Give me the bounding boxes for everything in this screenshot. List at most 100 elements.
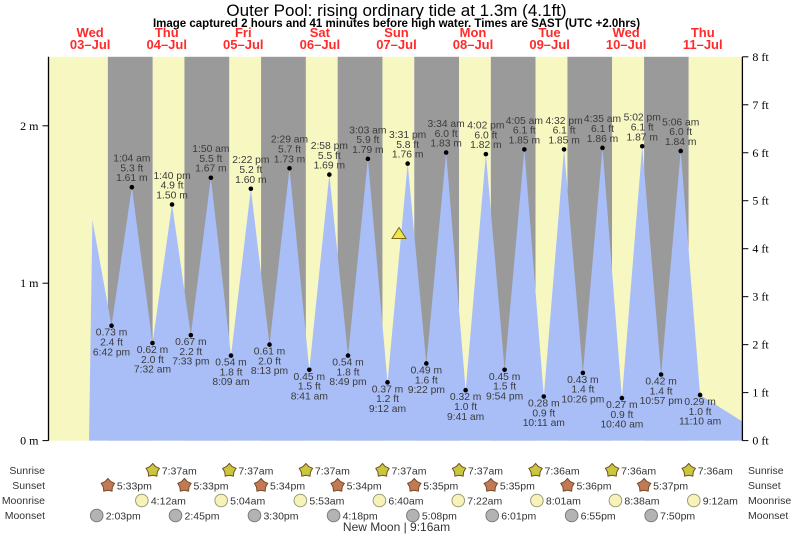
svg-text:5.3 ft: 5.3 ft [120, 163, 143, 174]
svg-text:Sunrise: Sunrise [9, 465, 45, 477]
svg-text:1.86 m: 1.86 m [587, 134, 618, 145]
svg-text:5:36pm: 5:36pm [576, 481, 611, 493]
svg-text:5.7 ft: 5.7 ft [278, 145, 301, 156]
svg-text:3:31 pm: 3:31 pm [389, 130, 426, 141]
svg-text:4:02 pm: 4:02 pm [467, 121, 504, 132]
svg-text:1.60 m: 1.60 m [235, 175, 266, 186]
svg-text:7:37am: 7:37am [238, 466, 273, 478]
svg-text:1.76 m: 1.76 m [392, 150, 423, 161]
svg-text:6.1 ft: 6.1 ft [591, 124, 614, 135]
svg-text:6 ft: 6 ft [752, 146, 769, 160]
svg-text:9:54 pm: 9:54 pm [486, 391, 523, 402]
svg-text:4:32 pm: 4:32 pm [545, 116, 582, 127]
svg-text:2:29 am: 2:29 am [271, 135, 308, 146]
svg-text:3:34 am: 3:34 am [428, 119, 465, 130]
svg-text:05–Jul: 05–Jul [223, 37, 263, 52]
svg-text:10:26 pm: 10:26 pm [561, 395, 604, 406]
svg-text:1.79 m: 1.79 m [352, 145, 383, 156]
svg-text:1.61 m: 1.61 m [116, 173, 147, 184]
svg-text:5:04am: 5:04am [230, 496, 265, 508]
svg-text:6.0 ft: 6.0 ft [435, 129, 458, 140]
svg-text:10:40 am: 10:40 am [600, 420, 643, 431]
svg-text:1:04 am: 1:04 am [113, 154, 150, 165]
svg-text:Image captured 2 hours and 41: Image captured 2 hours and 41 minutes be… [153, 18, 640, 30]
svg-text:09–Jul: 09–Jul [529, 37, 569, 52]
svg-text:8:13 pm: 8:13 pm [251, 366, 288, 377]
svg-text:10:11 am: 10:11 am [523, 418, 565, 429]
svg-text:9:41 am: 9:41 am [447, 412, 484, 423]
svg-text:1 ft: 1 ft [752, 386, 769, 400]
svg-text:03–Jul: 03–Jul [70, 37, 110, 52]
svg-text:8:41 am: 8:41 am [291, 391, 328, 402]
svg-text:Sunset: Sunset [748, 480, 781, 492]
svg-text:5.2 ft: 5.2 ft [239, 165, 262, 176]
svg-text:6:42 pm: 6:42 pm [93, 347, 130, 358]
svg-text:6.0 ft: 6.0 ft [474, 130, 497, 141]
svg-text:2:22 pm: 2:22 pm [232, 155, 269, 166]
svg-text:5:34pm: 5:34pm [347, 481, 382, 493]
svg-text:08–Jul: 08–Jul [453, 37, 493, 52]
svg-text:4:05 am: 4:05 am [506, 116, 543, 127]
svg-text:6.0 ft: 6.0 ft [669, 127, 692, 138]
svg-text:2 m: 2 m [20, 119, 39, 133]
svg-text:7:33 pm: 7:33 pm [172, 357, 209, 368]
svg-text:7:36am: 7:36am [621, 466, 656, 478]
svg-text:8:49 pm: 8:49 pm [329, 377, 366, 388]
svg-text:5:33pm: 5:33pm [117, 481, 152, 493]
svg-text:5:34pm: 5:34pm [270, 481, 305, 493]
svg-text:Sunset: Sunset [12, 480, 45, 492]
svg-text:6:40am: 6:40am [388, 496, 423, 508]
svg-text:6.1 ft: 6.1 ft [631, 122, 654, 133]
svg-text:2 ft: 2 ft [752, 338, 769, 352]
svg-text:7:37am: 7:37am [162, 466, 197, 478]
svg-text:1.84 m: 1.84 m [665, 137, 696, 148]
svg-text:4 ft: 4 ft [752, 242, 769, 256]
svg-text:5:35pm: 5:35pm [500, 481, 535, 493]
svg-text:1.73 m: 1.73 m [274, 154, 305, 165]
svg-text:5.5 ft: 5.5 ft [318, 151, 341, 162]
svg-text:6:55pm: 6:55pm [581, 511, 616, 523]
svg-text:Moonrise: Moonrise [2, 495, 45, 507]
svg-text:5.5 ft: 5.5 ft [199, 154, 222, 165]
svg-text:1.85 m: 1.85 m [509, 135, 540, 146]
svg-text:1:50 am: 1:50 am [192, 144, 229, 155]
svg-text:11–Jul: 11–Jul [683, 37, 723, 52]
svg-text:2:58 pm: 2:58 pm [311, 141, 348, 152]
svg-text:4.9 ft: 4.9 ft [161, 181, 184, 192]
svg-text:Moonset: Moonset [5, 510, 45, 522]
svg-text:5.9 ft: 5.9 ft [356, 135, 379, 146]
svg-text:7:37am: 7:37am [391, 466, 426, 478]
svg-text:5.8 ft: 5.8 ft [396, 140, 419, 151]
svg-text:11:10 am: 11:10 am [679, 417, 721, 428]
svg-text:Sunrise: Sunrise [748, 465, 784, 477]
svg-text:1 m: 1 m [20, 276, 39, 290]
svg-text:2:45pm: 2:45pm [185, 511, 220, 523]
svg-text:1:40 pm: 1:40 pm [153, 171, 190, 182]
svg-text:0 m: 0 m [20, 434, 39, 448]
svg-text:Moonset: Moonset [748, 510, 788, 522]
svg-text:7:36am: 7:36am [545, 466, 580, 478]
svg-text:1.50 m: 1.50 m [156, 191, 187, 202]
svg-text:3:03 am: 3:03 am [349, 125, 386, 136]
svg-text:7:22am: 7:22am [467, 496, 502, 508]
svg-text:1.87 m: 1.87 m [626, 132, 657, 143]
svg-text:7:37am: 7:37am [468, 466, 503, 478]
svg-text:5 ft: 5 ft [752, 194, 769, 208]
svg-text:3 ft: 3 ft [752, 290, 769, 304]
svg-text:07–Jul: 07–Jul [376, 37, 416, 52]
svg-text:4:12am: 4:12am [151, 496, 186, 508]
svg-text:7:50pm: 7:50pm [660, 511, 695, 523]
svg-text:04–Jul: 04–Jul [146, 37, 186, 52]
svg-text:9:12am: 9:12am [703, 496, 738, 508]
svg-text:Moonrise: Moonrise [748, 495, 791, 507]
svg-text:1.67 m: 1.67 m [195, 164, 226, 175]
svg-text:8:01am: 8:01am [546, 496, 581, 508]
svg-text:9:12 am: 9:12 am [369, 404, 406, 415]
svg-text:5:35pm: 5:35pm [423, 481, 458, 493]
svg-text:New Moon | 9:16am: New Moon | 9:16am [343, 520, 450, 534]
svg-text:06–Jul: 06–Jul [300, 37, 340, 52]
svg-text:8:38am: 8:38am [624, 496, 659, 508]
svg-text:1.69 m: 1.69 m [314, 161, 345, 172]
svg-text:7:32 am: 7:32 am [134, 365, 171, 376]
svg-text:1.82 m: 1.82 m [470, 140, 501, 151]
